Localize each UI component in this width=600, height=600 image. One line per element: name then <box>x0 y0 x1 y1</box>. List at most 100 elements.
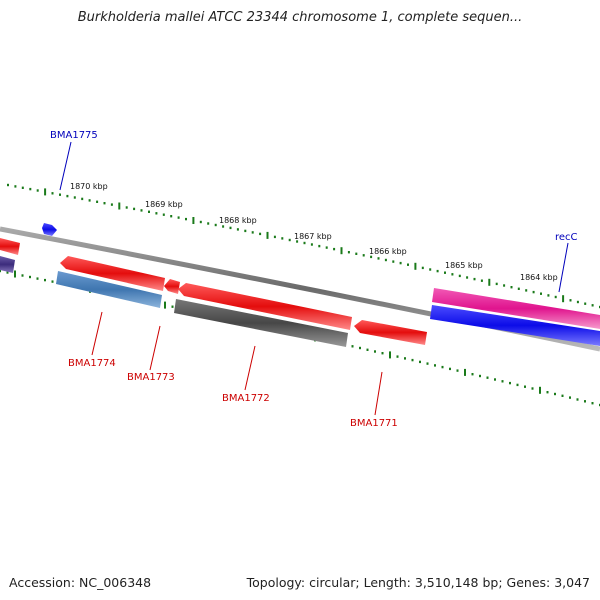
gene-label-bma1771[interactable]: BMA1771 <box>350 418 398 429</box>
minor-tick <box>125 206 128 209</box>
gene-feature-bma1774[interactable] <box>56 271 162 308</box>
minor-tick <box>51 192 54 195</box>
major-tick <box>340 247 343 255</box>
reverse-strand-genes <box>0 256 600 347</box>
gene-feature[interactable] <box>0 238 20 255</box>
gene-feature-bma1772-lower[interactable] <box>174 299 348 347</box>
minor-tick <box>229 226 232 230</box>
minor-tick <box>525 289 528 292</box>
major-tick <box>539 386 541 394</box>
gene-feature-recc-blue[interactable] <box>430 305 600 346</box>
gene-labels: BMA1775 BMA1774 BMA1773 BMA1772 BMA1771 … <box>50 130 578 429</box>
scale-tick-labels: 1870 kbp 1869 kbp 1868 kbp 1867 kbp 1866… <box>70 182 558 282</box>
gene-feature-bma1775[interactable] <box>42 223 57 236</box>
minor-tick <box>222 225 225 228</box>
minor-tick <box>407 263 409 266</box>
leader-line-bma1772 <box>244 345 256 391</box>
minor-tick <box>591 304 594 307</box>
minor-tick <box>36 277 39 280</box>
minor-tick <box>444 271 446 274</box>
gene-leader-lines <box>59 141 569 416</box>
gene-feature-bma1771[interactable] <box>354 320 427 345</box>
gene-feature-recc-magenta[interactable] <box>432 288 600 329</box>
minor-tick <box>333 247 336 251</box>
minor-tick <box>351 345 354 348</box>
minor-tick <box>73 196 76 199</box>
map-title: Burkholderia mallei ATCC 23344 chromosom… <box>77 10 523 25</box>
minor-tick <box>133 207 136 211</box>
minor-tick <box>21 186 24 189</box>
minor-tick <box>59 193 61 196</box>
gene-label-recc[interactable]: recC <box>555 232 578 243</box>
minor-tick <box>449 367 451 371</box>
minor-tick <box>14 185 17 188</box>
minor-tick <box>29 187 32 191</box>
minor-tick <box>524 385 526 388</box>
major-tick <box>562 295 565 303</box>
gene-label-bma1773[interactable]: BMA1773 <box>127 372 175 383</box>
minor-tick <box>21 274 24 277</box>
leader-line-bma1775 <box>59 141 72 191</box>
gene-feature-bma1772-upper[interactable] <box>178 283 352 330</box>
major-tick <box>464 368 466 376</box>
minor-tick <box>325 246 328 249</box>
minor-tick <box>547 294 550 297</box>
minor-tick <box>370 255 373 259</box>
minor-tick <box>436 269 439 273</box>
minor-tick <box>162 213 165 216</box>
gene-feature-bma1773-upper[interactable] <box>60 256 165 291</box>
minor-tick <box>29 275 31 279</box>
genome-summary-text: Topology: circular; Length: 3,510,148 bp… <box>246 575 590 590</box>
minor-tick <box>273 235 276 239</box>
major-tick <box>14 270 16 278</box>
minor-tick <box>396 355 399 358</box>
minor-tick <box>103 202 106 205</box>
minor-tick <box>540 292 542 295</box>
minor-tick <box>421 266 424 270</box>
minor-tick <box>384 258 387 262</box>
gene-label-bma1775[interactable]: BMA1775 <box>50 130 98 141</box>
gene-label-bma1774[interactable]: BMA1774 <box>68 358 116 369</box>
minor-tick <box>303 241 306 245</box>
minor-tick <box>177 216 180 219</box>
tick-label-1870: 1870 kbp <box>70 182 108 191</box>
major-tick <box>192 217 195 224</box>
minor-tick <box>516 383 519 387</box>
minor-tick <box>399 261 402 265</box>
minor-tick <box>576 398 579 401</box>
leader-line-bma1774 <box>91 311 103 356</box>
minor-tick <box>51 280 54 283</box>
leader-line-bma1771 <box>374 371 383 416</box>
gene-feature-purple[interactable] <box>0 256 15 273</box>
tick-label-1865: 1865 kbp <box>445 261 483 270</box>
minor-tick <box>251 231 254 234</box>
minor-tick <box>155 212 158 215</box>
minor-tick <box>419 360 421 364</box>
minor-tick <box>501 380 504 383</box>
minor-tick <box>171 305 174 308</box>
gene-feature[interactable] <box>164 279 180 294</box>
minor-tick <box>429 268 432 271</box>
minor-tick <box>591 402 594 405</box>
accession-text: Accession: NC_006348 <box>9 575 152 590</box>
tick-label-1866: 1866 kbp <box>369 247 407 256</box>
outer-scale-ticks <box>7 183 600 309</box>
minor-tick <box>66 194 69 198</box>
minor-tick <box>296 240 299 243</box>
minor-tick <box>404 357 406 360</box>
minor-tick <box>381 352 384 355</box>
minor-tick <box>185 217 187 221</box>
minor-tick <box>471 373 474 376</box>
minor-tick <box>7 183 9 187</box>
minor-tick <box>377 257 380 260</box>
minor-tick <box>503 284 506 287</box>
minor-tick <box>494 378 496 381</box>
minor-tick <box>554 392 556 396</box>
leader-line-bma1773 <box>149 325 161 371</box>
minor-tick <box>561 394 564 397</box>
minor-tick <box>495 282 498 286</box>
gene-label-bma1772[interactable]: BMA1772 <box>222 393 270 404</box>
minor-tick <box>199 220 202 224</box>
minor-tick <box>569 396 571 399</box>
